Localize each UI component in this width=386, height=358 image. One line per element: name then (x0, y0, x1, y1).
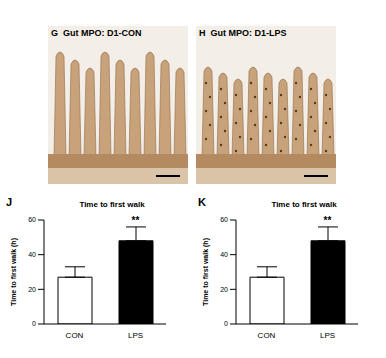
svg-text:Time to first walk (h): Time to first walk (h) (10, 238, 18, 306)
svg-text:60: 60 (28, 216, 36, 223)
svg-text:LPS: LPS (320, 331, 335, 340)
html-text:H: H (199, 28, 206, 38)
html-text:Time to first walk: Time to first walk (79, 200, 145, 209)
html-text:Gut MPO: D1-CON: Gut MPO: D1-CON (63, 28, 142, 38)
svg-text:60: 60 (220, 216, 228, 223)
html-text:G: G (51, 28, 58, 38)
svg-text:40: 40 (28, 251, 36, 258)
html-text:Time to first walk: Time to first walk (271, 200, 337, 209)
svg-text:CON: CON (258, 331, 276, 340)
html-text:K: K (198, 196, 206, 208)
svg-text:0: 0 (32, 320, 36, 327)
svg-text:20: 20 (28, 286, 36, 293)
html-text:J: J (6, 196, 13, 208)
svg-text:Time to first walk (h): Time to first walk (h) (202, 238, 210, 306)
html-text:Gut MPO: D1-LPS: Gut MPO: D1-LPS (210, 28, 287, 38)
svg-text:**: ** (324, 215, 332, 226)
svg-text:20: 20 (220, 286, 228, 293)
svg-text:LPS: LPS (128, 331, 143, 340)
svg-text:**: ** (132, 215, 140, 226)
svg-text:0: 0 (224, 320, 228, 327)
svg-text:40: 40 (220, 251, 228, 258)
svg-text:CON: CON (66, 331, 84, 340)
